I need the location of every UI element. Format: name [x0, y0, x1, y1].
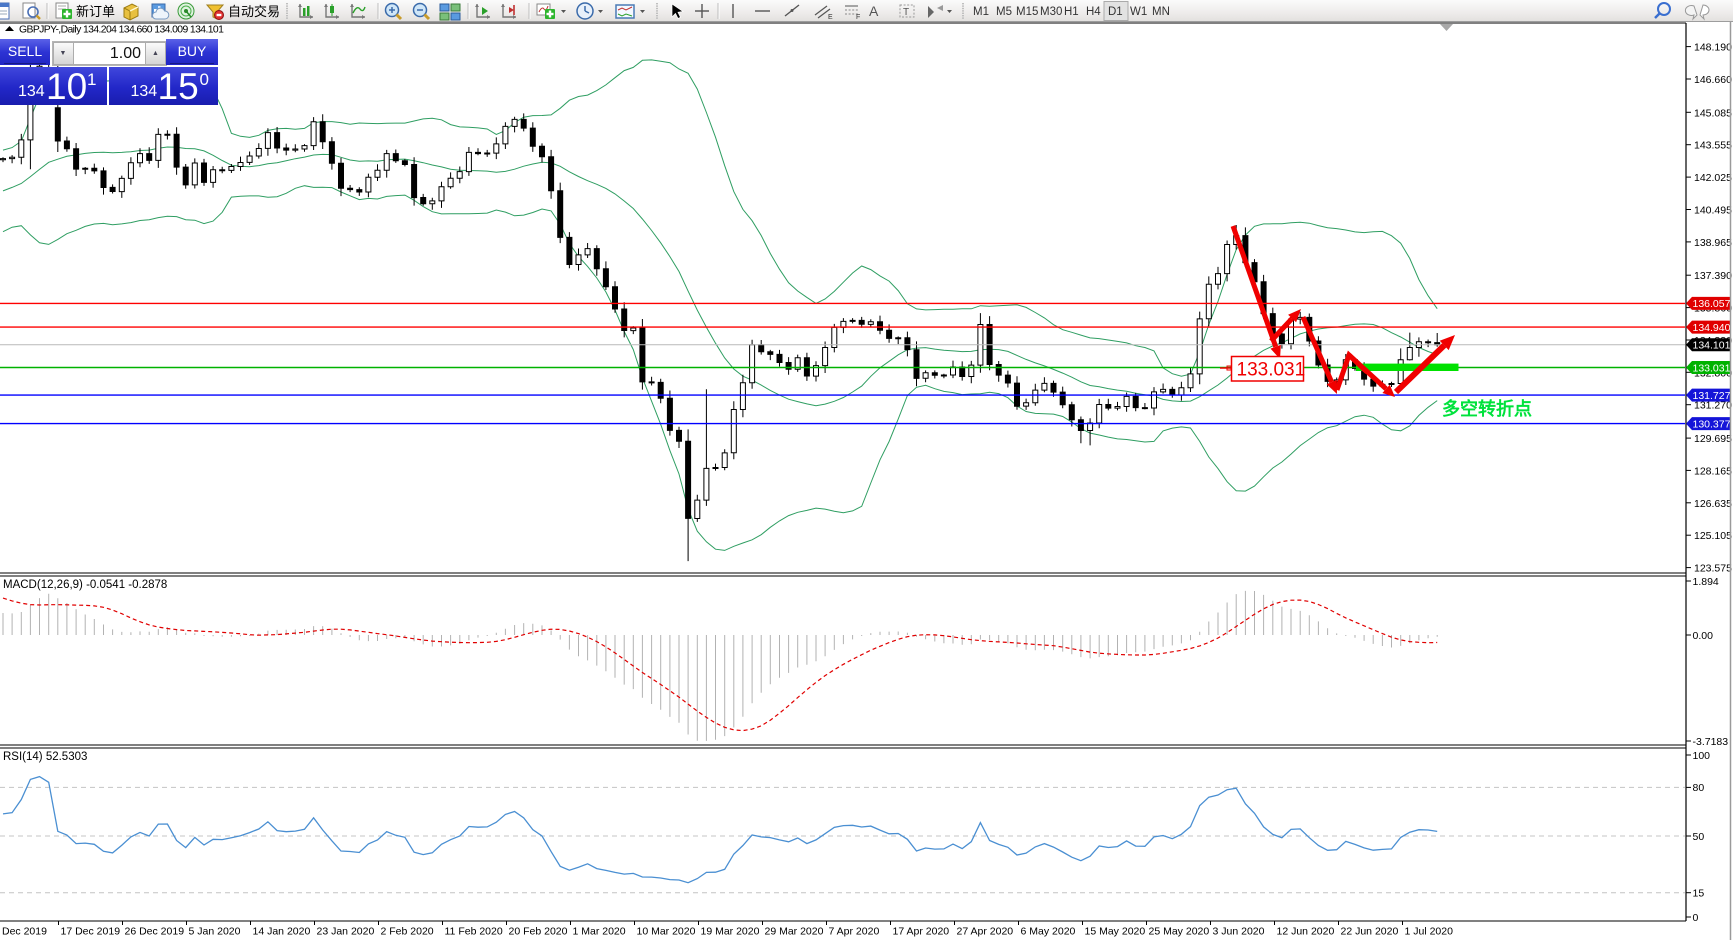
- svg-text:145.085: 145.085: [1694, 107, 1732, 119]
- svg-text:多空转折点: 多空转折点: [1442, 398, 1532, 419]
- svg-text:130.377: 130.377: [1693, 418, 1731, 430]
- svg-text:14 Jan 2020: 14 Jan 2020: [253, 926, 311, 938]
- svg-text:17 Dec 2019: 17 Dec 2019: [61, 926, 121, 938]
- svg-text:F: F: [856, 14, 860, 21]
- svg-text:50: 50: [1693, 831, 1705, 843]
- svg-text:25 May 2020: 25 May 2020: [1149, 926, 1210, 938]
- svg-text:7 Apr 2020: 7 Apr 2020: [829, 926, 880, 938]
- svg-text:23 Jan 2020: 23 Jan 2020: [317, 926, 375, 938]
- svg-text:137.390: 137.390: [1694, 270, 1732, 282]
- svg-text:RSI(14) 52.5303: RSI(14) 52.5303: [3, 751, 87, 763]
- svg-text:自动交易: 自动交易: [228, 4, 280, 19]
- svg-text:5 Jan 2020: 5 Jan 2020: [189, 926, 241, 938]
- svg-text:15: 15: [1693, 888, 1705, 900]
- svg-text:27 Apr 2020: 27 Apr 2020: [957, 926, 1014, 938]
- svg-text:133.031: 133.031: [1693, 362, 1731, 374]
- svg-text:20 Feb 2020: 20 Feb 2020: [509, 926, 568, 938]
- svg-text:131.727: 131.727: [1693, 390, 1731, 402]
- svg-text:M5: M5: [996, 6, 1012, 18]
- svg-text:136.057: 136.057: [1693, 298, 1731, 310]
- svg-text:15 May 2020: 15 May 2020: [1085, 926, 1146, 938]
- svg-text:100: 100: [1693, 750, 1711, 762]
- svg-text:123.575: 123.575: [1694, 563, 1732, 575]
- svg-text:新订单: 新订单: [76, 4, 115, 19]
- svg-text:26 Dec 2019: 26 Dec 2019: [125, 926, 185, 938]
- svg-text:12 Jun 2020: 12 Jun 2020: [1277, 926, 1335, 938]
- svg-text:142.025: 142.025: [1694, 172, 1732, 184]
- svg-text:1 Jul 2020: 1 Jul 2020: [1405, 926, 1454, 938]
- svg-text:MACD(12,26,9) -0.0541 -0.2878: MACD(12,26,9) -0.0541 -0.2878: [3, 579, 167, 591]
- svg-text:80: 80: [1693, 782, 1705, 794]
- svg-text:11 Feb 2020: 11 Feb 2020: [445, 926, 503, 938]
- svg-text:140.495: 140.495: [1694, 205, 1732, 217]
- svg-text:M30: M30: [1040, 6, 1062, 18]
- svg-text:125.105: 125.105: [1694, 530, 1732, 542]
- svg-text:148.190: 148.190: [1694, 42, 1732, 54]
- svg-text:6 May 2020: 6 May 2020: [1021, 926, 1076, 938]
- svg-text:3 Jun 2020: 3 Jun 2020: [1213, 926, 1265, 938]
- svg-text:146.660: 146.660: [1694, 74, 1732, 86]
- svg-text:E: E: [828, 14, 833, 21]
- svg-text:H1: H1: [1064, 6, 1079, 18]
- svg-text:22 Jun 2020: 22 Jun 2020: [1341, 926, 1399, 938]
- svg-text:128.165: 128.165: [1694, 465, 1732, 477]
- svg-text:T: T: [903, 7, 909, 18]
- svg-text:10 Mar 2020: 10 Mar 2020: [637, 926, 696, 938]
- svg-text:2 Feb 2020: 2 Feb 2020: [381, 926, 434, 938]
- svg-text:129.695: 129.695: [1694, 433, 1732, 445]
- svg-text:134.940: 134.940: [1693, 322, 1731, 334]
- svg-text:Dec 2019: Dec 2019: [2, 926, 47, 938]
- svg-text:A: A: [869, 3, 879, 19]
- svg-text:131.270: 131.270: [1694, 400, 1732, 412]
- svg-text:126.635: 126.635: [1694, 498, 1732, 510]
- svg-text:133.031: 133.031: [1237, 360, 1306, 381]
- svg-text:W1: W1: [1130, 6, 1147, 18]
- svg-text:M1: M1: [973, 6, 989, 18]
- svg-text:1 Mar 2020: 1 Mar 2020: [573, 926, 626, 938]
- svg-text:19 Mar 2020: 19 Mar 2020: [701, 926, 760, 938]
- svg-text:MN: MN: [1152, 6, 1170, 18]
- svg-text:134.101: 134.101: [1693, 340, 1731, 352]
- svg-text:D1: D1: [1108, 6, 1123, 18]
- svg-text:17 Apr 2020: 17 Apr 2020: [893, 926, 950, 938]
- svg-text:143.555: 143.555: [1694, 140, 1732, 152]
- svg-text:H4: H4: [1086, 6, 1101, 18]
- svg-text:GBPJPY-,Daily 134.204 134.660: GBPJPY-,Daily 134.204 134.660 134.009 13…: [19, 25, 224, 36]
- svg-text:1.894: 1.894: [1693, 576, 1719, 588]
- svg-text:0: 0: [1693, 912, 1699, 924]
- svg-text:29 Mar 2020: 29 Mar 2020: [765, 926, 824, 938]
- svg-text:M15: M15: [1016, 6, 1038, 18]
- svg-text:0.00: 0.00: [1693, 630, 1714, 642]
- svg-text:-3.7183: -3.7183: [1693, 736, 1729, 748]
- svg-text:138.965: 138.965: [1694, 237, 1732, 249]
